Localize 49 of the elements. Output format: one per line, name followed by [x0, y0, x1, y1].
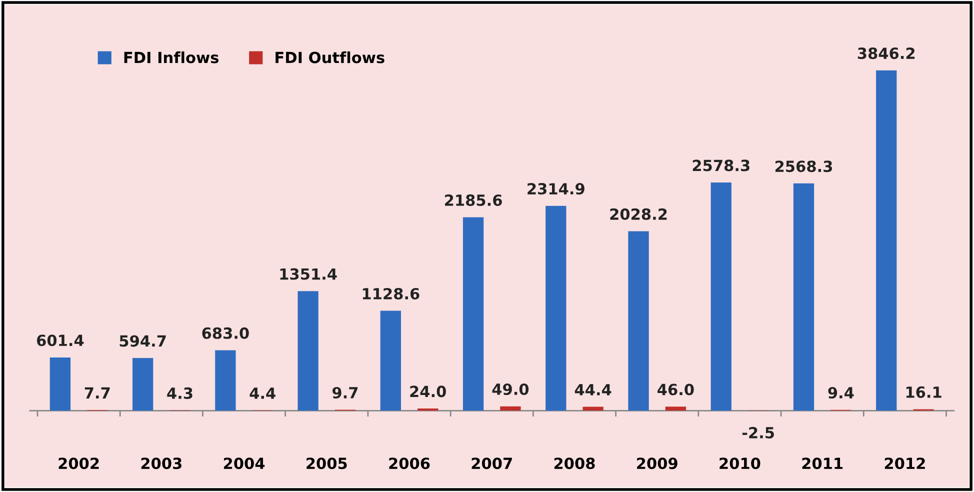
- x-tick-label: 2008: [554, 458, 595, 470]
- data-label: 46.0: [658, 384, 694, 396]
- data-label: 9.4: [828, 386, 854, 399]
- data-label: 594.7: [120, 335, 166, 347]
- legend-label: FDI Inflows: [124, 51, 218, 64]
- bar: [582, 406, 604, 411]
- bar: [500, 406, 521, 411]
- legend-label: FDI Outflows: [276, 51, 384, 64]
- data-label: 9.7: [332, 386, 358, 399]
- x-tick-label: 2002: [58, 458, 99, 470]
- data-label: 2028.2: [610, 208, 667, 220]
- x-tick-label: 2003: [141, 458, 182, 470]
- x-tick-label: 2012: [884, 458, 925, 470]
- data-label: -2.5: [742, 426, 774, 438]
- bar: [462, 217, 484, 411]
- data-label: 7.7: [84, 387, 110, 398]
- bar: [132, 358, 154, 411]
- data-label: 2185.6: [445, 194, 502, 206]
- data-label: 1128.6: [362, 288, 420, 300]
- data-label: 2314.9: [528, 182, 584, 195]
- x-tick-label: 2009: [637, 458, 678, 470]
- data-label: 4.4: [250, 388, 276, 399]
- bar: [876, 70, 897, 411]
- data-label: 683.0: [202, 327, 249, 339]
- bar: [793, 183, 814, 411]
- data-label: 2578.3: [692, 160, 750, 172]
- x-tick-label: 2011: [802, 458, 843, 470]
- x-tick-label: 2007: [472, 458, 512, 470]
- bar: [546, 206, 566, 411]
- data-label: 16.1: [906, 386, 942, 398]
- bar: [665, 406, 686, 411]
- data-label: 49.0: [492, 383, 529, 396]
- x-tick-label: 2006: [389, 458, 430, 470]
- x-tick-label: 2010: [720, 458, 760, 470]
- bar: [215, 350, 236, 411]
- data-label: 601.4: [36, 334, 84, 346]
- bar: [50, 357, 71, 411]
- x-tick-label: 2004: [224, 458, 265, 470]
- bar: [380, 310, 401, 411]
- bar: [298, 291, 318, 411]
- x-tick-label: 2005: [306, 458, 347, 470]
- bar: [710, 182, 732, 411]
- data-label: 2568.3: [775, 160, 832, 172]
- bar: [628, 231, 649, 411]
- data-label: 24.0: [410, 386, 446, 398]
- data-label: 4.3: [167, 387, 192, 399]
- data-label: 1351.4: [280, 268, 337, 280]
- data-label: 3846.2: [858, 48, 915, 60]
- data-label: 44.4: [574, 384, 612, 396]
